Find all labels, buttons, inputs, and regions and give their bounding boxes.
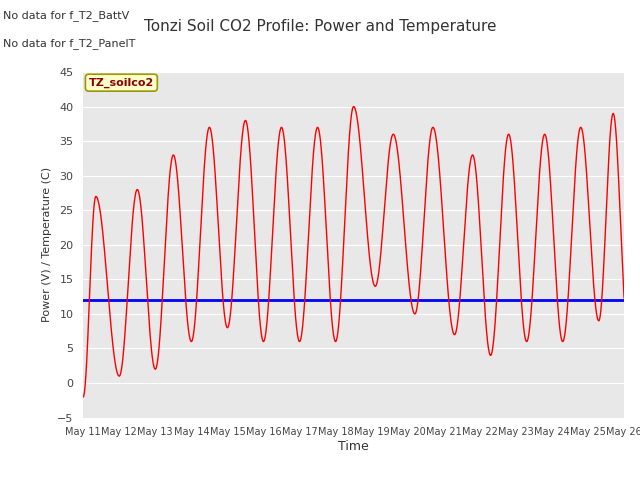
Text: Tonzi Soil CO2 Profile: Power and Temperature: Tonzi Soil CO2 Profile: Power and Temper… (144, 19, 496, 34)
Y-axis label: Power (V) / Temperature (C): Power (V) / Temperature (C) (42, 167, 52, 323)
X-axis label: Time: Time (338, 440, 369, 453)
Text: No data for f_T2_BattV: No data for f_T2_BattV (3, 10, 129, 21)
Text: TZ_soilco2: TZ_soilco2 (89, 78, 154, 88)
Text: No data for f_T2_PanelT: No data for f_T2_PanelT (3, 38, 136, 49)
